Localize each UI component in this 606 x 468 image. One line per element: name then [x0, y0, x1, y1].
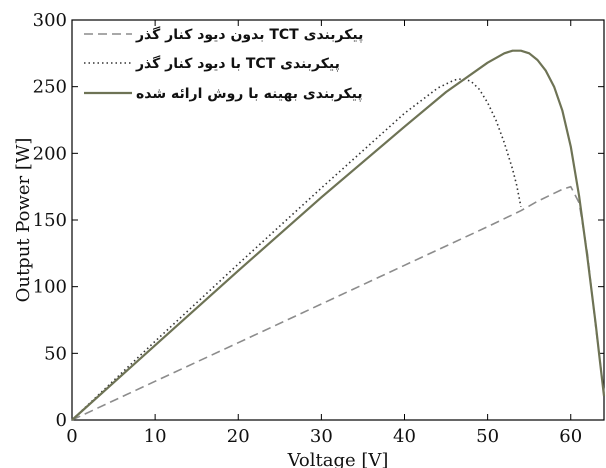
- series-line-0: [71, 185, 605, 421]
- series-line-2: [71, 49, 606, 421]
- axis-ticks: [71, 19, 604, 421]
- x-tick-label: 20: [227, 426, 250, 447]
- series-lines: [71, 49, 606, 421]
- y-tick-label: 250: [33, 77, 67, 98]
- legend: پیکربندی TCT بدون دیود کنار گذر پیکربندی …: [84, 26, 363, 102]
- y-tick-label: 300: [33, 10, 67, 31]
- x-tick-label: 50: [476, 426, 499, 447]
- y-tick-label: 150: [33, 210, 67, 231]
- x-tick-label: 10: [144, 426, 167, 447]
- x-tick-label: 0: [66, 426, 77, 447]
- y-tick-label: 100: [33, 277, 67, 298]
- series-line-1: [71, 77, 522, 421]
- x-axis-title: Voltage [V]: [287, 450, 389, 468]
- y-axis-title: Output Power [W]: [13, 138, 34, 303]
- y-tick-label: 0: [56, 410, 67, 431]
- legend-label-2: پیکربندی بهینه با روش ارائه شده: [136, 86, 363, 102]
- plot-frame: [71, 19, 605, 421]
- axis-tick-labels: 0 10 20 30 40 50 60 0 50 100 150 200 250 300: [33, 10, 583, 447]
- x-tick-label: 60: [559, 426, 582, 447]
- y-tick-label: 50: [44, 343, 67, 364]
- legend-label-1: پیکربندی TCT با دیود کنار گذر: [135, 55, 340, 72]
- x-tick-label: 40: [393, 426, 416, 447]
- y-tick-label: 200: [33, 143, 67, 164]
- x-tick-label: 30: [310, 426, 333, 447]
- legend-label-0: پیکربندی TCT بدون دیود کنار گذر: [135, 26, 363, 43]
